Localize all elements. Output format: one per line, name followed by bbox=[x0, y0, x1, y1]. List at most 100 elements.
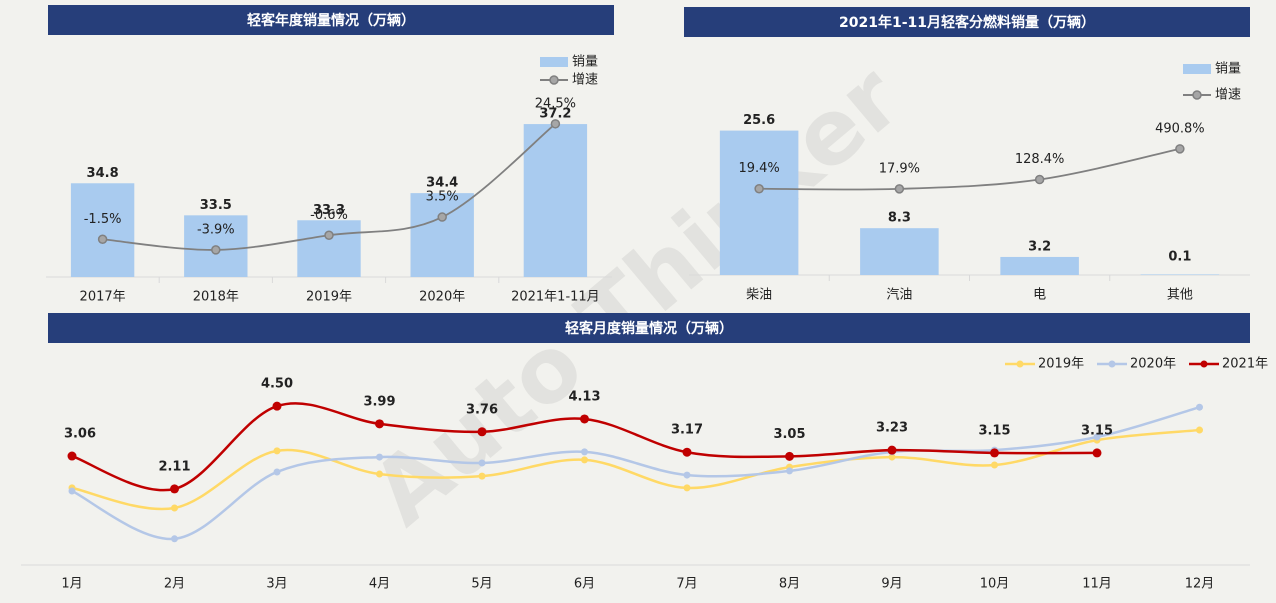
legend-label: 2019年 bbox=[1038, 357, 1084, 372]
legend-marker bbox=[1108, 360, 1116, 368]
legend-marker bbox=[549, 75, 559, 85]
bar bbox=[860, 228, 939, 275]
bar bbox=[410, 193, 474, 277]
x-tick-label: 2018年 bbox=[193, 290, 239, 305]
point-label: 3.17 bbox=[671, 423, 703, 438]
growth-label: 3.5% bbox=[426, 190, 459, 205]
series-point bbox=[990, 448, 999, 458]
series-point bbox=[477, 427, 487, 437]
growth-label: 17.9% bbox=[879, 161, 920, 176]
growth-label: -0.6% bbox=[310, 208, 348, 223]
series-point bbox=[683, 484, 691, 492]
point-label: 4.13 bbox=[568, 389, 600, 404]
x-tick-label: 2月 bbox=[164, 577, 185, 592]
x-tick-label: 汽油 bbox=[886, 288, 912, 303]
growth-point bbox=[211, 245, 221, 255]
bar bbox=[523, 124, 588, 277]
series-point bbox=[580, 414, 589, 424]
point-label: 3.06 bbox=[64, 427, 96, 442]
bar-value-label: 34.4 bbox=[426, 176, 458, 191]
bar-value-label: 33.5 bbox=[200, 198, 232, 213]
x-tick-label: 3月 bbox=[266, 577, 287, 592]
point-label: 4.50 bbox=[261, 377, 293, 392]
legend-label: 销量 bbox=[572, 55, 598, 70]
panel-title-bar bbox=[684, 7, 1250, 37]
panel-title: 轻客月度销量情况（万辆） bbox=[565, 320, 733, 337]
series-line bbox=[71, 406, 1200, 541]
x-tick-label: 柴油 bbox=[746, 288, 772, 303]
bar-value-label: 8.3 bbox=[888, 211, 911, 226]
growth-point bbox=[894, 184, 905, 194]
series-point bbox=[1092, 448, 1102, 458]
growth-line bbox=[759, 147, 1181, 191]
growth-label: 24.5% bbox=[535, 96, 576, 111]
bar-value-label: 33.3 bbox=[313, 203, 345, 218]
x-tick-label: 11月 bbox=[1082, 577, 1112, 592]
x-tick-label: 4月 bbox=[369, 577, 390, 592]
series-point bbox=[682, 447, 692, 457]
point-label: 3.05 bbox=[773, 427, 805, 442]
series-point bbox=[376, 453, 383, 461]
bar-value-label: 0.1 bbox=[1168, 250, 1191, 265]
x-tick-label: 12月 bbox=[1185, 577, 1215, 592]
growth-point bbox=[437, 212, 447, 222]
growth-label: 490.8% bbox=[1155, 121, 1205, 136]
bar-value-label: 37.2 bbox=[539, 107, 571, 122]
x-tick-label: 其他 bbox=[1167, 288, 1193, 303]
bar bbox=[1000, 256, 1079, 275]
series-line bbox=[71, 428, 1200, 511]
x-tick-label: 2019年 bbox=[306, 290, 352, 305]
series-point bbox=[785, 451, 794, 461]
bar bbox=[719, 130, 799, 275]
x-tick-label: 6月 bbox=[574, 577, 595, 592]
growth-label: 128.4% bbox=[1015, 152, 1065, 167]
bar-value-label: 25.6 bbox=[743, 113, 775, 128]
legend-label: 2021年 bbox=[1222, 357, 1268, 372]
x-tick-label: 2020年 bbox=[419, 290, 465, 305]
series-point bbox=[478, 472, 486, 480]
legend-marker bbox=[1192, 90, 1202, 100]
series-point bbox=[888, 453, 896, 461]
series-point bbox=[1093, 433, 1101, 441]
growth-point bbox=[1175, 144, 1185, 154]
legend-marker bbox=[1016, 360, 1024, 368]
point-label: 3.23 bbox=[876, 421, 908, 436]
point-label: 3.76 bbox=[466, 402, 498, 417]
series-point bbox=[683, 471, 691, 479]
legend-swatch bbox=[1183, 64, 1211, 74]
growth-point bbox=[550, 119, 561, 129]
point-label: 2.11 bbox=[158, 459, 190, 474]
x-tick-label: 2021年1-11月 bbox=[511, 290, 600, 305]
x-tick-label: 2017年 bbox=[80, 290, 126, 305]
series-point bbox=[272, 401, 282, 411]
x-tick-label: 电 bbox=[1033, 288, 1046, 303]
growth-label: -1.5% bbox=[84, 212, 122, 227]
x-tick-label: 7月 bbox=[676, 577, 697, 592]
point-label: 3.99 bbox=[363, 394, 395, 409]
point-label: 3.15 bbox=[978, 423, 1010, 438]
legend-label: 增速 bbox=[1215, 88, 1241, 103]
growth-label: -3.9% bbox=[197, 222, 235, 237]
legend-swatch bbox=[540, 57, 568, 67]
bar-value-label: 3.2 bbox=[1028, 239, 1051, 254]
series-point bbox=[171, 535, 178, 543]
bar bbox=[297, 220, 361, 277]
series-point bbox=[376, 470, 383, 478]
panel-title-bar bbox=[48, 313, 1250, 343]
series-point bbox=[581, 456, 588, 464]
bar bbox=[70, 183, 135, 277]
legend-label: 销量 bbox=[1215, 62, 1241, 77]
series-point bbox=[1196, 426, 1203, 434]
x-tick-label: 8月 bbox=[779, 577, 800, 592]
series-point bbox=[273, 468, 281, 476]
growth-point bbox=[97, 234, 108, 245]
series-point bbox=[478, 459, 486, 467]
series-point bbox=[991, 461, 998, 469]
point-label: 3.15 bbox=[1081, 423, 1113, 438]
legend-label: 增速 bbox=[572, 73, 598, 88]
bar bbox=[1140, 274, 1220, 275]
series-point bbox=[375, 419, 384, 429]
growth-point bbox=[1034, 174, 1045, 185]
